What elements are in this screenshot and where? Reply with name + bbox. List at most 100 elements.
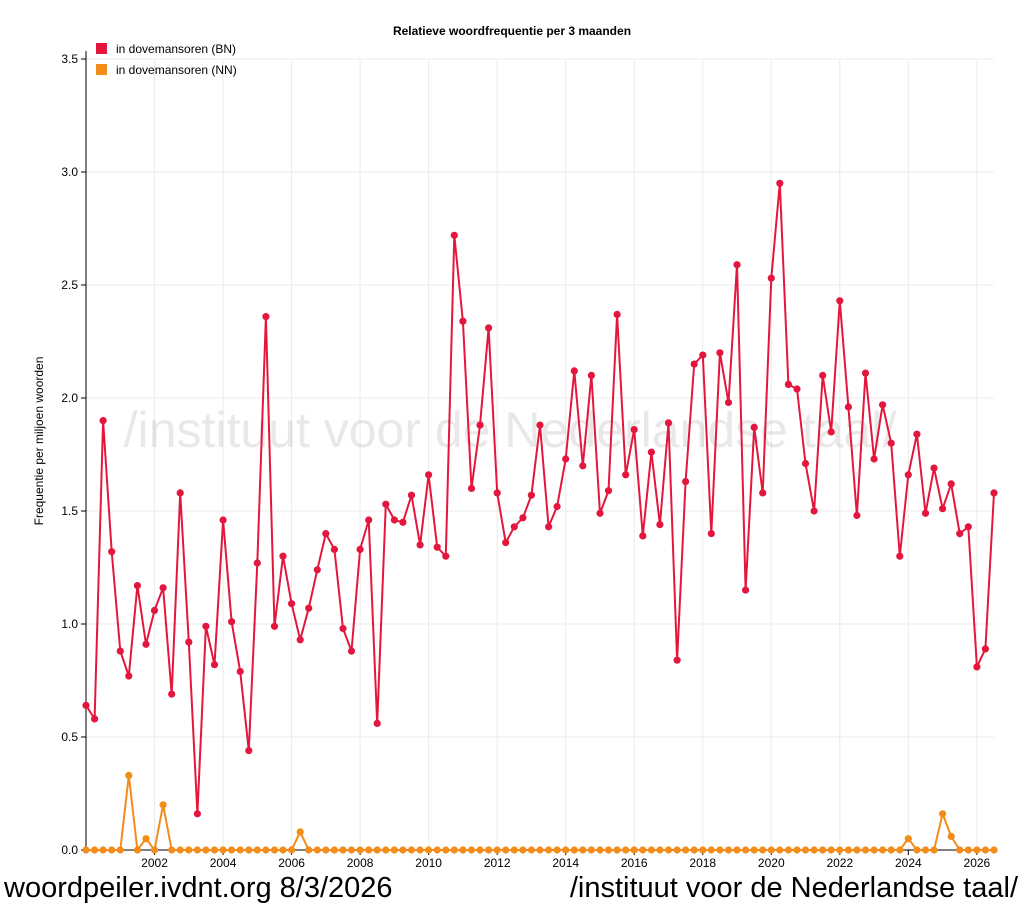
data-point [176, 846, 184, 854]
data-point [168, 690, 176, 698]
data-point [245, 846, 253, 854]
data-point [125, 672, 133, 680]
data-point [150, 846, 159, 854]
data-point [168, 846, 176, 854]
y-axis-label: Frequentie per miljoen woorden [32, 357, 46, 526]
data-point [305, 846, 313, 854]
data-point [450, 231, 458, 239]
data-point [459, 846, 467, 854]
data-point [536, 421, 544, 429]
data-point [613, 310, 621, 318]
data-point [973, 846, 981, 854]
data-point [742, 846, 750, 854]
watermark-text: /instituut voor de Nederlandse taal/ [124, 402, 897, 458]
data-point [707, 846, 715, 854]
x-tick-label: 2022 [826, 856, 853, 870]
data-point [407, 491, 416, 499]
x-tick-label: 2020 [758, 856, 785, 870]
data-point [750, 846, 758, 854]
x-tick-label: 2016 [621, 856, 648, 870]
data-point [570, 846, 578, 854]
data-point [485, 324, 493, 332]
data-point [716, 349, 724, 357]
y-tick-label: 0.5 [61, 730, 78, 744]
data-point [939, 505, 947, 513]
data-point [776, 846, 784, 854]
data-point [339, 846, 347, 854]
data-point [425, 846, 433, 854]
data-point [587, 371, 596, 379]
data-point [673, 846, 681, 854]
data-point [596, 846, 604, 854]
data-point [647, 846, 656, 854]
data-point [896, 846, 904, 854]
data-point [604, 487, 613, 495]
data-point [879, 401, 887, 409]
data-point [562, 455, 570, 463]
data-point [193, 846, 201, 854]
data-point [622, 846, 630, 854]
data-point [639, 846, 647, 854]
data-point [193, 810, 201, 818]
data-point [759, 489, 767, 497]
data-point [682, 846, 690, 854]
data-point [673, 656, 681, 664]
data-point [947, 832, 955, 841]
axes: 0.0 0.5 1.0 1.5 2.0 2.5 3.0 3.5 2002 2004 2006 2008… [61, 51, 994, 870]
data-point [853, 511, 861, 520]
data-point [956, 846, 964, 854]
data-point [630, 426, 638, 434]
data-point [553, 846, 561, 854]
data-point [373, 719, 381, 728]
data-point [279, 846, 287, 854]
data-point [844, 403, 853, 411]
data-point [399, 846, 407, 854]
data-point [904, 835, 912, 843]
data-point [724, 846, 733, 854]
data-point [467, 846, 476, 854]
data-point [664, 846, 673, 854]
data-point [570, 367, 578, 375]
data-point [476, 421, 484, 429]
data-point [399, 518, 407, 526]
y-tick-label: 1.0 [61, 617, 78, 631]
data-point [861, 369, 870, 377]
data-point [810, 507, 818, 515]
data-point [536, 846, 544, 854]
data-point [810, 846, 818, 854]
data-point [647, 448, 656, 456]
data-point [91, 846, 99, 854]
series-group [82, 179, 998, 854]
data-point [133, 582, 141, 590]
data-point [527, 491, 536, 499]
data-point [219, 846, 227, 854]
data-point [836, 846, 844, 854]
data-point [690, 360, 698, 368]
data-point [159, 584, 167, 592]
x-tick-label: 2004 [210, 856, 237, 870]
data-point [870, 455, 878, 463]
data-point [990, 846, 998, 854]
data-point [664, 419, 673, 427]
data-point [219, 516, 227, 524]
data-point [82, 846, 90, 854]
data-point [545, 846, 553, 854]
data-point [879, 846, 887, 854]
data-point [279, 552, 287, 560]
data-point [347, 846, 356, 854]
data-point [887, 846, 895, 854]
data-point [921, 509, 930, 517]
data-point [510, 523, 518, 531]
data-point [433, 846, 441, 854]
data-point [964, 846, 972, 854]
data-point [973, 663, 981, 671]
data-point [639, 532, 647, 540]
data-point [322, 846, 330, 854]
data-point [827, 428, 835, 436]
data-point [476, 846, 484, 854]
data-point [981, 846, 990, 854]
data-point [596, 509, 604, 517]
data-point [253, 559, 261, 567]
data-point [656, 846, 664, 854]
data-point [870, 846, 878, 854]
